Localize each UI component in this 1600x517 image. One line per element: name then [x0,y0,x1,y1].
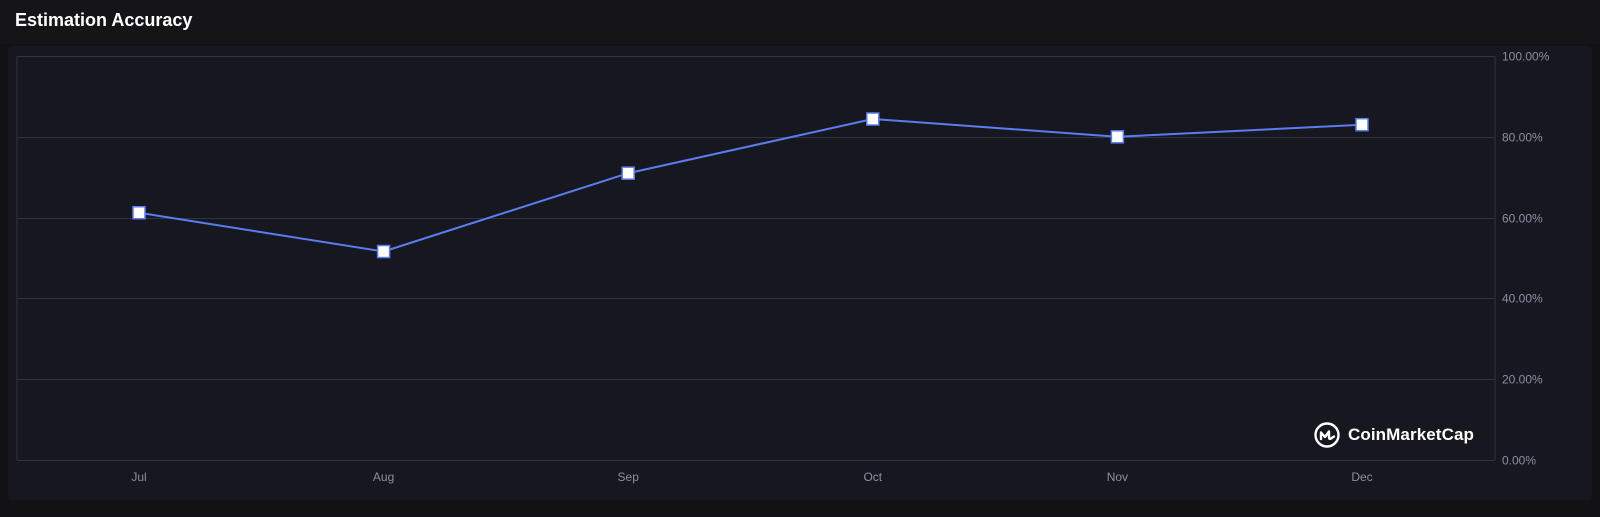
y-tick-label: 0.00% [1502,454,1536,468]
chart-header: Estimation Accuracy [0,0,1600,44]
data-point-marker[interactable] [866,112,880,126]
x-tick-label: Jul [131,470,146,484]
coinmarketcap-logo-icon [1314,422,1340,448]
x-tick-label: Oct [863,470,882,484]
chart-title: Estimation Accuracy [15,10,193,30]
x-tick-label: Aug [373,470,394,484]
data-point-marker[interactable] [1355,117,1369,132]
x-tick-label: Nov [1107,470,1128,484]
x-axis-ticks: Jul Aug Sep Oct Nov Dec [131,470,1372,484]
x-tick-label: Dec [1351,470,1372,484]
data-point-marker[interactable] [621,166,635,180]
data-point-marker[interactable] [376,244,391,259]
y-tick-label: 80.00% [1502,131,1543,145]
data-point-marker[interactable] [132,206,146,220]
y-tick-label: 60.00% [1502,212,1543,226]
y-tick-label: 100.00% [1502,50,1550,64]
y-axis-ticks: 0.00% 20.00% 40.00% 60.00% 80.00% 100.00% [1502,50,1550,468]
series-line [138,118,1363,253]
watermark-text: CoinMarketCap [1348,425,1474,444]
y-tick-label: 20.00% [1502,373,1543,387]
y-tick-label: 40.00% [1502,292,1543,306]
series-layer [132,112,1369,259]
coinmarketcap-watermark: CoinMarketCap [1313,420,1474,450]
x-tick-label: Sep [618,470,640,484]
grid-lines [16,56,1496,461]
data-point-marker[interactable] [1110,130,1125,144]
